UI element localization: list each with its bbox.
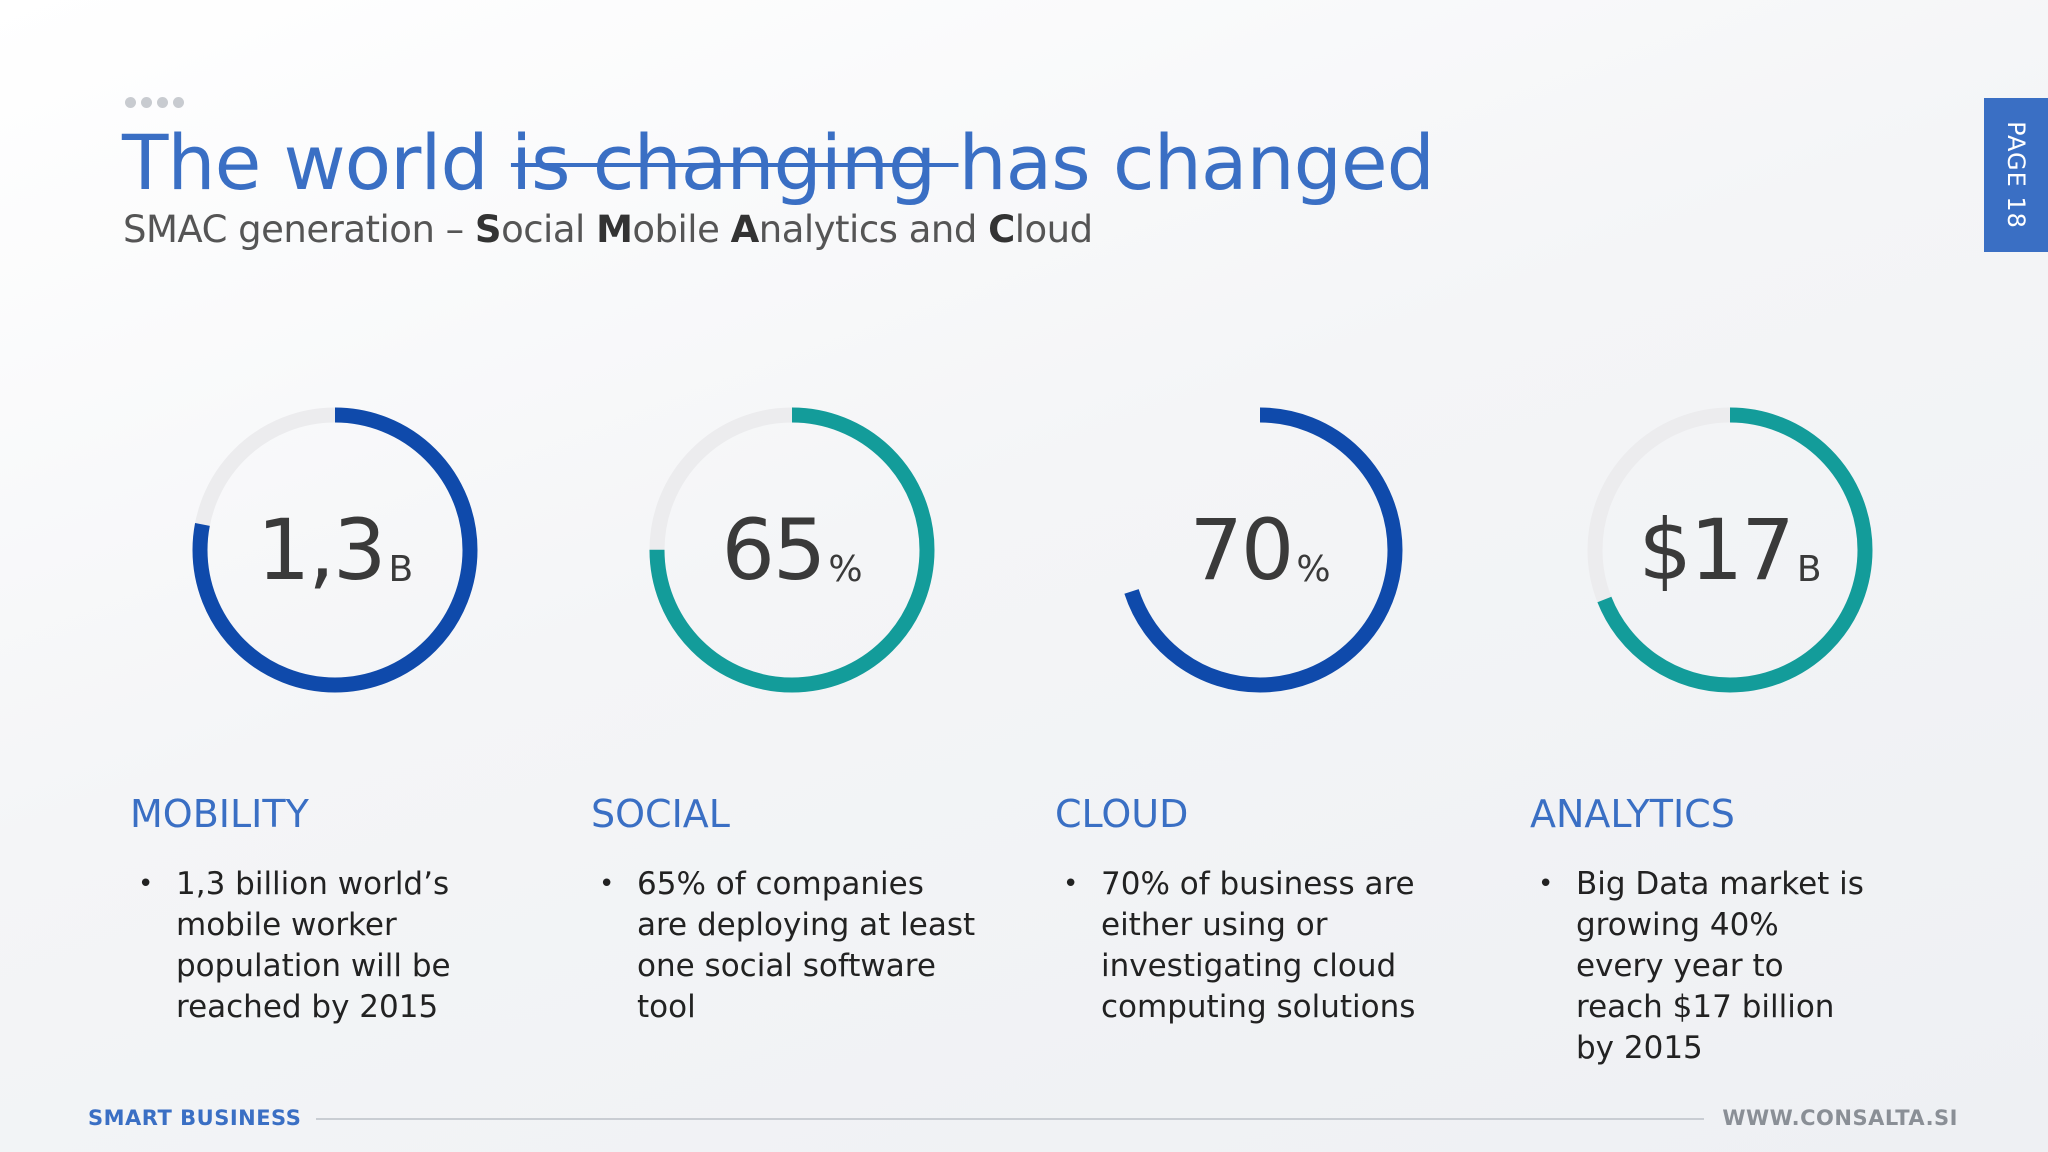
footer-divider (316, 1118, 1704, 1120)
ring-progress-arc (1587, 407, 1873, 693)
stat-unit: B (388, 548, 414, 590)
stat-value: 70% (1110, 400, 1410, 700)
title-end: has changed (958, 118, 1434, 207)
stat-value: 1,3 B (185, 400, 485, 700)
slide-dots-decoration (125, 97, 184, 108)
card-bullet: Big Data market is growing 40% every yea… (1538, 864, 1876, 1069)
stat-ring-mobility: 1,3 B (185, 400, 485, 700)
stat-number: 1,3 (256, 501, 387, 599)
card-bullet: 70% of business are either using or inve… (1063, 864, 1421, 1028)
card-heading: CLOUD (1055, 792, 1189, 836)
footer-website-link[interactable]: WWW.CONSALTA.SI (1722, 1106, 1958, 1130)
card-bullet: 65% of companies are deploying at least … (599, 864, 977, 1028)
card-heading: MOBILITY (130, 792, 309, 836)
card-cloud: CLOUD 70% of business are either using o… (1055, 792, 1455, 1028)
card-bullet-list: 70% of business are either using or inve… (1055, 864, 1455, 1028)
subtitle-part: M (596, 208, 633, 251)
ring-progress-arc (649, 407, 935, 693)
ring-graphic (192, 407, 478, 693)
stat-unit: % (1296, 548, 1331, 590)
card-mobility: MOBILITY 1,3 billion world’s mobile work… (130, 792, 530, 1028)
subtitle-part: obile (632, 208, 731, 251)
card-social: SOCIAL 65% of companies are deploying at… (591, 792, 991, 1028)
card-bullet-list: 1,3 billion world’s mobile worker popula… (130, 864, 530, 1028)
card-bullet-list: 65% of companies are deploying at least … (591, 864, 991, 1028)
card-bullet-list: Big Data market is growing 40% every yea… (1530, 864, 1930, 1069)
card-analytics: ANALYTICS Big Data market is growing 40%… (1530, 792, 1930, 1069)
stat-unit: B (1796, 548, 1822, 590)
stat-ring-social: 65% (642, 400, 942, 700)
stat-ring-analytics: $17 B (1580, 400, 1880, 700)
ring-graphic (649, 407, 935, 693)
ring-graphic (1117, 407, 1403, 693)
subtitle-part: C (988, 208, 1015, 251)
stat-value: 65% (642, 400, 942, 700)
subtitle-part: SMAC generation – (123, 208, 475, 251)
ring-graphic (1587, 407, 1873, 693)
subtitle-part: A (730, 208, 760, 251)
page-number-tab: PAGE 18 (1984, 98, 2048, 252)
stat-number: 70 (1189, 501, 1294, 599)
card-bullet: 1,3 billion world’s mobile worker popula… (138, 864, 476, 1028)
stat-number: 65 (721, 501, 826, 599)
card-heading: SOCIAL (591, 792, 730, 836)
footer-brand: SMART BUSINESS (88, 1106, 302, 1130)
card-heading: ANALYTICS (1530, 792, 1735, 836)
subtitle-part: nalytics and (758, 208, 989, 251)
slide-title: The world is changing has changed (122, 118, 1435, 207)
title-start: The world (122, 118, 511, 207)
slide-subtitle: SMAC generation – Social Mobile Analytic… (123, 208, 1093, 251)
page-number-label: PAGE 18 (2002, 121, 2030, 229)
stat-value: $17 B (1580, 400, 1880, 700)
ring-progress-arc (1117, 407, 1403, 693)
ring-progress-arc (192, 407, 478, 693)
stat-number: $17 (1638, 501, 1794, 599)
subtitle-part: loud (1014, 208, 1093, 251)
stat-ring-cloud: 70% (1110, 400, 1410, 700)
stat-unit: % (828, 548, 863, 590)
subtitle-part: ocial (501, 208, 597, 251)
title-struck-text: is changing (510, 118, 959, 207)
subtitle-part: S (474, 208, 502, 251)
